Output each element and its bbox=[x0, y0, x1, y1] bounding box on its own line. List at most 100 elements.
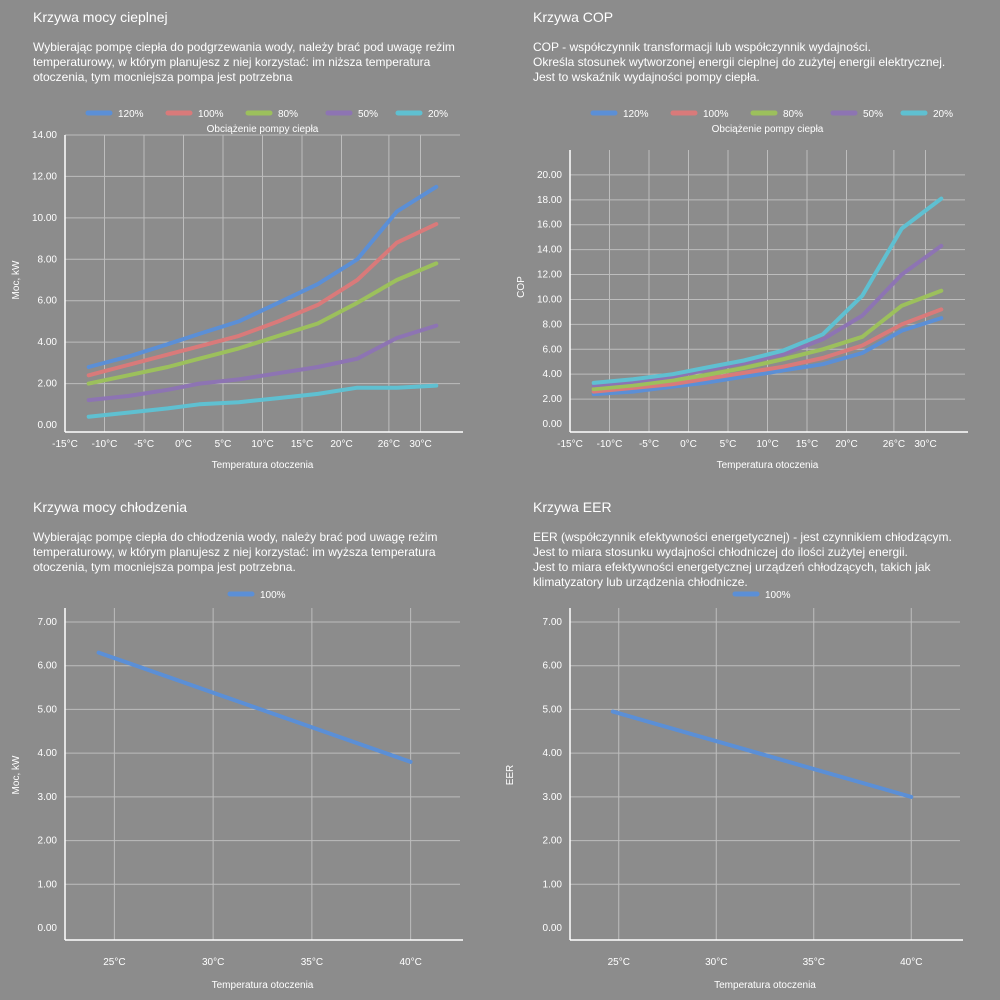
y-tick-label: 6.00 bbox=[38, 661, 58, 672]
y-tick-label: 4.00 bbox=[543, 748, 563, 759]
y-tick-label: 1.00 bbox=[543, 879, 563, 890]
y-tick-label: 7.00 bbox=[543, 617, 563, 628]
y-tick-label: 3.00 bbox=[543, 792, 563, 803]
legend-label: 120% bbox=[118, 109, 144, 120]
x-tick-label: 25°C bbox=[608, 957, 630, 968]
eer-chart: 0.00 1.00 2.00 3.00 4.00 5.00 6.00 7.00 25°C 30°C… bbox=[505, 590, 963, 991]
series-line bbox=[610, 709, 914, 799]
y-axis-label: COP bbox=[516, 276, 527, 298]
description-line: otoczenia, tym mocniejsza pompa jest pot… bbox=[33, 560, 296, 574]
x-tick-label: -10°C bbox=[597, 439, 623, 450]
cooling-power-panel: Krzywa mocy chłodzenia Wybierając pompę … bbox=[0, 490, 500, 991]
legend-title: Obciążenie pompy ciepła bbox=[712, 124, 824, 135]
panel-description: EER (współczynnik efektywności energetyc… bbox=[533, 530, 973, 590]
eer-panel: Krzywa EER EER (współczynnik efektywnośc… bbox=[500, 490, 1000, 991]
y-axis-label: Moc, kW bbox=[11, 755, 22, 794]
description-line: Określa stosunek wytworzonej energii cie… bbox=[533, 55, 946, 69]
x-tick-label: 5°C bbox=[720, 439, 737, 450]
x-tick-label: 35°C bbox=[301, 957, 323, 968]
panel-description: Wybierając pompę ciepła do chłodzenia wo… bbox=[33, 530, 473, 575]
x-tick-label: 0°C bbox=[175, 439, 192, 450]
description-line: Jest to miara stosunku wydajności chłodn… bbox=[533, 545, 908, 559]
x-tick-label: 30°C bbox=[914, 439, 936, 450]
y-tick-label: 4.00 bbox=[543, 369, 563, 380]
x-tick-label: -5°C bbox=[639, 439, 659, 450]
x-axis-label: Temperatura otoczenia bbox=[714, 980, 816, 991]
legend-label: 20% bbox=[428, 109, 448, 120]
series-line bbox=[86, 222, 439, 378]
legend-label: 50% bbox=[358, 109, 378, 120]
y-tick-label: 10.00 bbox=[32, 213, 57, 224]
x-tick-label: 25°C bbox=[103, 957, 125, 968]
y-tick-label: 0.00 bbox=[543, 923, 563, 934]
y-tick-label: 12.00 bbox=[32, 171, 57, 182]
y-axis-label: Moc, kW bbox=[11, 260, 22, 299]
y-tick-label: 4.00 bbox=[38, 748, 58, 759]
series-line bbox=[86, 323, 439, 403]
description-line: Wybierając pompę ciepła do podgrzewania … bbox=[33, 40, 455, 54]
description-line: Jest to miara efektywności energetycznej… bbox=[533, 560, 931, 574]
y-tick-label: 1.00 bbox=[38, 879, 58, 890]
x-tick-label: -10°C bbox=[92, 439, 118, 450]
panel-title: Krzywa EER bbox=[533, 499, 612, 515]
y-tick-label: 12.00 bbox=[537, 270, 562, 281]
legend-label: 20% bbox=[933, 109, 953, 120]
x-axis-label: Temperatura otoczenia bbox=[717, 460, 819, 471]
legend-label: 80% bbox=[278, 109, 298, 120]
x-tick-label: 35°C bbox=[803, 957, 825, 968]
y-tick-label: 2.00 bbox=[543, 836, 563, 847]
x-tick-label: -15°C bbox=[52, 439, 78, 450]
x-tick-label: -15°C bbox=[557, 439, 583, 450]
y-tick-label: 16.00 bbox=[537, 220, 562, 231]
y-tick-label: 2.00 bbox=[38, 379, 58, 390]
x-tick-label: 40°C bbox=[900, 957, 922, 968]
y-tick-label: 6.00 bbox=[543, 344, 563, 355]
description-line: temperaturowy, w którym planujesz z niej… bbox=[33, 545, 436, 559]
legend-label: 80% bbox=[783, 109, 803, 120]
y-tick-label: 0.00 bbox=[543, 419, 563, 430]
x-tick-label: 15°C bbox=[291, 439, 313, 450]
panel-description: COP - współczynnik transformacji lub wsp… bbox=[533, 40, 973, 85]
y-tick-label: 18.00 bbox=[537, 195, 562, 206]
legend-label: 100% bbox=[198, 109, 224, 120]
series-line bbox=[591, 316, 944, 397]
x-axis-label: Temperatura otoczenia bbox=[212, 980, 314, 991]
legend-title: Obciążenie pompy ciepła bbox=[207, 124, 319, 135]
heating-power-panel: Krzywa mocy cieplnej Wybierając pompę ci… bbox=[0, 0, 500, 500]
series-line bbox=[96, 650, 413, 764]
y-tick-label: 0.00 bbox=[38, 923, 58, 934]
description-line: Wybierając pompę ciepła do chłodzenia wo… bbox=[33, 530, 438, 544]
series-line bbox=[86, 383, 439, 419]
y-tick-label: 7.00 bbox=[38, 617, 58, 628]
y-tick-label: 5.00 bbox=[38, 704, 58, 715]
cop-panel: Krzywa COP COP - współczynnik transforma… bbox=[500, 0, 1000, 500]
panel-description: Wybierając pompę ciepła do podgrzewania … bbox=[33, 40, 473, 85]
heating-power-chart: 0.00 2.00 4.00 6.00 8.00 10.00 12.00 14.00 -15°C… bbox=[11, 109, 463, 471]
series-line bbox=[591, 307, 944, 394]
x-tick-label: 15°C bbox=[796, 439, 818, 450]
legend-label: 100% bbox=[765, 590, 791, 601]
y-tick-label: 2.00 bbox=[38, 836, 58, 847]
series-line bbox=[591, 288, 944, 392]
panel-title: Krzywa mocy cieplnej bbox=[33, 9, 168, 25]
x-tick-label: 20°C bbox=[835, 439, 857, 450]
description-line: Jest to wskaźnik wydajności pompy ciepła… bbox=[533, 70, 760, 84]
x-tick-label: 26°C bbox=[378, 439, 400, 450]
legend-label: 120% bbox=[623, 109, 649, 120]
y-tick-label: 5.00 bbox=[543, 704, 563, 715]
legend-label: 100% bbox=[260, 590, 286, 601]
x-tick-label: 40°C bbox=[399, 957, 421, 968]
x-tick-label: 26°C bbox=[883, 439, 905, 450]
y-tick-label: 8.00 bbox=[543, 319, 563, 330]
x-tick-label: 0°C bbox=[680, 439, 697, 450]
x-tick-label: 10°C bbox=[251, 439, 273, 450]
panel-title: Krzywa mocy chłodzenia bbox=[33, 499, 188, 515]
y-tick-label: 8.00 bbox=[38, 254, 58, 265]
y-tick-label: 20.00 bbox=[537, 170, 562, 181]
series-line bbox=[591, 196, 944, 385]
x-tick-label: 30°C bbox=[705, 957, 727, 968]
description-line: klimatyzatory lub urządzenia chłodnicze. bbox=[533, 575, 748, 589]
y-tick-label: 2.00 bbox=[543, 394, 563, 405]
cooling-power-chart: 0.00 1.00 2.00 3.00 4.00 5.00 6.00 7.00 25°C 30°C… bbox=[11, 590, 463, 991]
x-tick-label: 30°C bbox=[409, 439, 431, 450]
